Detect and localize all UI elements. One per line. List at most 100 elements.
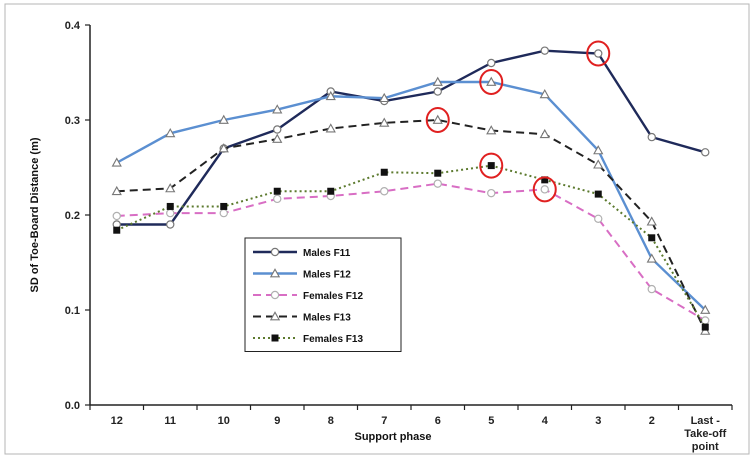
data-point xyxy=(325,90,336,101)
legend-label: Males F11 xyxy=(303,248,351,259)
data-point xyxy=(646,253,657,263)
data-point xyxy=(593,145,604,155)
chart-frame xyxy=(4,3,750,455)
highlight-layer xyxy=(425,40,611,203)
data-point xyxy=(380,187,389,196)
data-point xyxy=(165,127,176,138)
y-axis-title: SD of Toe-Board Distance (m) xyxy=(29,137,41,292)
series-2 xyxy=(111,76,711,314)
data-point xyxy=(272,104,283,114)
data-point xyxy=(541,176,549,184)
data-point xyxy=(648,234,656,242)
legend-item: Females F12 xyxy=(253,290,363,302)
data-point xyxy=(486,125,497,135)
legend-label: Males F12 xyxy=(303,270,351,281)
legend-label: Males F13 xyxy=(303,313,351,324)
data-point xyxy=(647,284,656,294)
x-tick-label: 12 xyxy=(111,415,123,427)
highlight-circle xyxy=(586,40,611,67)
highlight-circle xyxy=(479,69,504,95)
x-tick-label: 4 xyxy=(542,415,549,427)
data-point xyxy=(379,117,390,127)
data-point xyxy=(432,114,443,124)
legend-label: Females F12 xyxy=(303,291,363,302)
tick-labels: 0.0 0.1 0.2 0.3 0.4 12 11 10 9 8 7 6 5 4 3 2 Last -Take-… xyxy=(65,20,727,453)
legend-swatch-marker xyxy=(269,311,281,321)
data-point xyxy=(700,304,711,314)
series-5 xyxy=(113,162,709,331)
axes xyxy=(85,24,733,410)
data-point xyxy=(487,188,496,198)
legend-label: Females F13 xyxy=(303,334,363,345)
series-line xyxy=(116,80,707,311)
data-point xyxy=(272,133,283,143)
x-tick-label: 6 xyxy=(435,415,441,427)
data-point xyxy=(380,168,388,176)
data-point xyxy=(594,49,603,58)
y-tick-label: 0.0 xyxy=(65,400,80,412)
data-point xyxy=(487,58,496,68)
data-point xyxy=(219,208,228,218)
data-point xyxy=(433,87,442,96)
legend: Males F11 Males F12 Females F12 Males F13 Fe… xyxy=(244,237,402,352)
data-point xyxy=(273,125,282,134)
data-point xyxy=(487,162,495,170)
data-point xyxy=(273,194,282,204)
data-point xyxy=(379,92,390,103)
data-point xyxy=(220,202,228,210)
series-layer xyxy=(111,46,711,335)
data-point xyxy=(111,157,122,167)
data-point xyxy=(540,185,549,194)
data-point xyxy=(218,143,229,153)
highlight-circle xyxy=(425,107,450,133)
data-point xyxy=(166,208,175,218)
data-point xyxy=(646,216,657,226)
legend-swatch-marker xyxy=(270,247,280,257)
y-tick-label: 0.3 xyxy=(65,115,80,127)
x-tick-label: 7 xyxy=(381,415,387,427)
data-point xyxy=(218,114,229,124)
data-point xyxy=(111,185,122,196)
x-tick-label: 8 xyxy=(328,415,334,427)
series-line xyxy=(116,118,707,332)
data-point xyxy=(594,214,603,223)
x-tick-label: Last -Take-off point xyxy=(684,415,726,453)
legend-item: Females F13 xyxy=(253,334,363,345)
y-tick-label: 0.1 xyxy=(65,305,80,317)
data-point xyxy=(165,183,176,193)
data-point xyxy=(540,46,549,55)
series-line xyxy=(116,182,706,322)
data-point xyxy=(113,226,121,234)
data-point xyxy=(112,211,121,221)
data-point xyxy=(432,76,443,86)
data-point xyxy=(434,169,442,177)
legend-item: Males F13 xyxy=(253,311,351,324)
highlight-circle xyxy=(479,152,504,179)
data-point xyxy=(486,76,497,86)
data-point xyxy=(593,159,604,169)
legend-swatch-marker xyxy=(271,334,279,342)
x-tick-label: 9 xyxy=(274,415,280,427)
legend-item: Males F11 xyxy=(253,247,351,259)
data-point xyxy=(273,187,281,195)
data-point xyxy=(594,190,602,198)
y-tick-label: 0.2 xyxy=(65,210,80,222)
x-tick-label: 10 xyxy=(218,415,230,427)
highlight-circle xyxy=(532,176,557,203)
data-point xyxy=(539,89,550,99)
series-line xyxy=(116,49,706,226)
y-tick-label: 0.4 xyxy=(65,20,81,32)
data-point xyxy=(327,187,335,195)
x-tick-label: 3 xyxy=(595,415,601,427)
x-tick-label: 5 xyxy=(488,415,494,427)
legend-swatch-marker xyxy=(269,268,281,278)
data-point xyxy=(701,148,710,157)
data-point xyxy=(433,179,442,188)
legend-swatch-marker xyxy=(270,290,280,300)
x-axis-title: Support phase xyxy=(354,431,431,443)
data-point xyxy=(166,220,175,229)
data-point xyxy=(325,123,336,133)
x-tick-label: 11 xyxy=(164,415,176,427)
